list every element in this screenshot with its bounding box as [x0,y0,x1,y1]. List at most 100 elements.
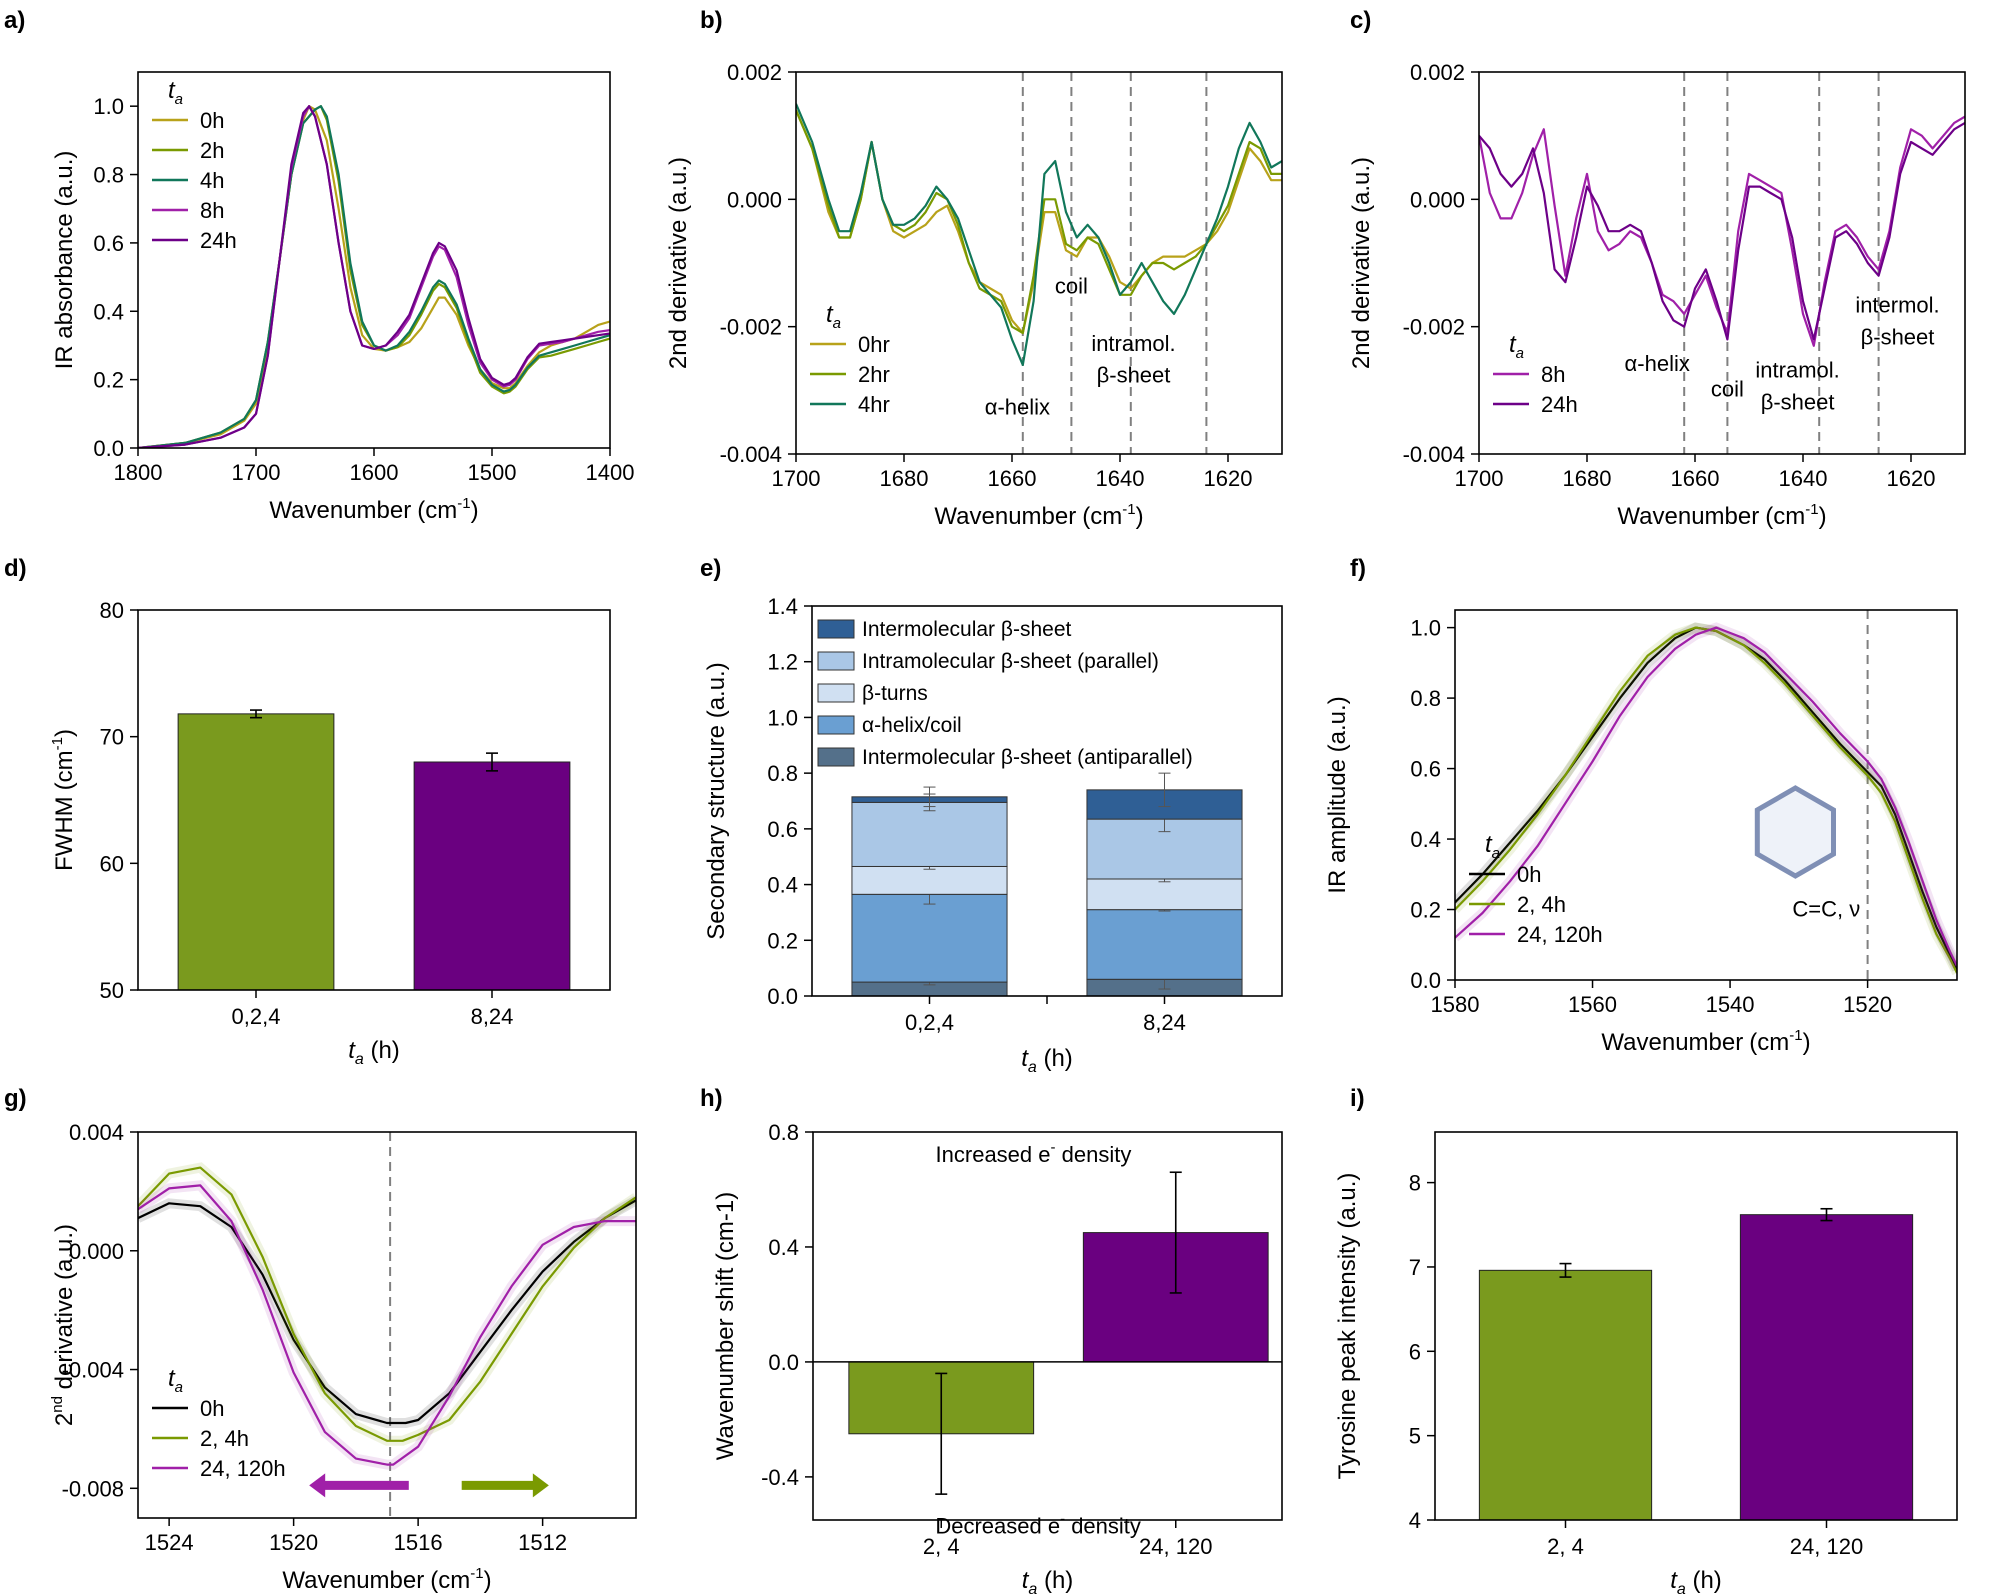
plot-frame [795,71,1283,455]
x-tick-label: 1640 [1779,466,1828,491]
panel-label: e) [700,555,721,582]
y-tick-label: -0.002 [1403,315,1465,340]
x-tick-label: 1700 [1455,466,1504,491]
text-span: (cm [1765,503,1805,530]
legend-entry: α-helix/coil [862,714,962,737]
y-tick-label: 0.2 [1410,898,1441,923]
legend-entry: 2h [200,138,224,163]
legend-entry: Intramolecular β-sheet (parallel) [862,650,1159,673]
text-span: (cm [417,497,457,524]
legend-swatch [817,747,855,767]
text-span: (h) [1037,1045,1073,1072]
y-tick-label: 0.2 [767,928,798,953]
text-span: (cm [1749,1029,1789,1056]
text-span: (h) [1686,1567,1722,1594]
annotation-text: β-sheet [1097,363,1171,388]
x-tick-label: 1500 [468,460,517,485]
x-tick-label: 1620 [1204,466,1253,491]
y-axis-label: IR amplitude (a.u.) [1324,696,1351,893]
legend-swatch [817,619,855,639]
series-line-2hr [796,109,1282,335]
annotation-text: intramol. [1755,358,1839,383]
plot-area [796,72,1282,454]
bar-0 [177,713,335,991]
series-line-24h [138,105,610,448]
y-tick-label: 0.002 [727,60,782,85]
category-label: 0,2,4 [232,1004,281,1029]
y-tick-label: 6 [1409,1339,1421,1364]
x-axis-label: ta (h) [1670,1567,1722,1596]
series-line-24h [138,1166,636,1442]
annotation-text: coil [1711,377,1744,402]
text-span: a [175,91,183,108]
panel-label: a) [4,7,25,34]
text-span: t [168,77,176,104]
legend-title: ta [168,77,183,108]
panel-c: c) 1700 1680 1660 1640 1620 -0.004 -0.002 0.000 0… [1348,7,1966,530]
legend-entry: 8h [1541,362,1565,387]
x-tick-label: 1516 [394,1530,443,1555]
panel-d: d) 50 60 70 80 0,2,4 8,24 ta (h) FWHM (cm-1) [4,555,611,1068]
text-span: - [1060,1511,1065,1528]
y-tick-label: 0.0 [768,1350,799,1375]
plot-area [138,105,610,448]
panel-label: f) [1350,555,1366,582]
panel-e: e) Intermolecular β-sheet Intramolecular β… [700,555,1283,1076]
category-label: 2, 4 [923,1534,960,1559]
text-span: ) [51,729,78,737]
text-span: ) [484,1567,492,1594]
text-span: derivative (a.u.) [51,1224,78,1396]
annotation-text: intermol. [1855,293,1939,318]
text-span: t [348,1037,356,1064]
y-tick-label: 0.8 [768,1120,799,1145]
annotation-text: intramol. [1091,331,1175,356]
text-span: t [1670,1567,1678,1594]
y-tick-label: 0.002 [1410,60,1465,85]
y-tick-label: 1.4 [767,594,798,619]
legend: ta 8h 24h [1493,331,1578,417]
x-axis-label: Wavenumber (cm-1) [1601,1027,1810,1056]
legend-title: ta [1509,331,1524,362]
legend-swatch [817,651,855,671]
y-tick-label: 0.6 [767,817,798,842]
annotation-text: α-helix [985,395,1050,420]
legend-entry: 4hr [858,392,890,417]
panel-label: d) [4,555,27,582]
y-tick-label: 0.0 [1410,968,1441,993]
text-span: a [1677,1581,1686,1596]
series-line-0hr [796,109,1282,335]
legend-entry: 0hr [858,332,890,357]
text-span: -1 [470,1565,483,1582]
x-axis-label: ta (h) [348,1037,400,1068]
y-tick-label: 5 [1409,1424,1421,1449]
plot-frame [1454,609,1958,981]
text-span: Wavenumber [269,497,411,524]
x-axis-label: Wavenumber (cm-1) [934,501,1143,530]
y-axis-label: 2nd derivative (a.u.) [665,157,692,369]
text-span: a [1028,1059,1037,1076]
text-span: t [168,1365,176,1392]
y-tick-label: 0.4 [1410,827,1441,852]
legend-entry: 24h [1541,392,1578,417]
x-tick-label: 1560 [1568,992,1617,1017]
legend: ta 0h 2h 4h 8h 24h [152,77,237,253]
legend: ta 0h 2, 4h 24, 120h [1469,831,1603,947]
text-span: t [1485,831,1493,858]
y-tick-label: 60 [100,851,124,876]
text-span: ) [1819,503,1827,530]
panel-b: b) 1700 1680 1660 1640 1620 -0.004 -0.002 0.000 0… [665,7,1283,530]
bar-0 [1478,1269,1653,1521]
series-line-24h [1479,121,1965,341]
series-line-24120h [138,1184,636,1466]
legend: ta 0h 2, 4h 24, 120h [152,1365,286,1481]
y-tick-label: 0.0 [93,436,124,461]
x-tick-label: 1512 [518,1530,567,1555]
text-span: a [1516,345,1524,362]
legend-title: ta [168,1365,183,1396]
text-span: ) [1803,1029,1811,1056]
plot-frame [137,1131,637,1519]
legend-swatch [817,683,855,703]
text-span: t [1022,1567,1030,1594]
plot-area [138,1132,636,1518]
y-tick-label: 0.000 [1410,187,1465,212]
